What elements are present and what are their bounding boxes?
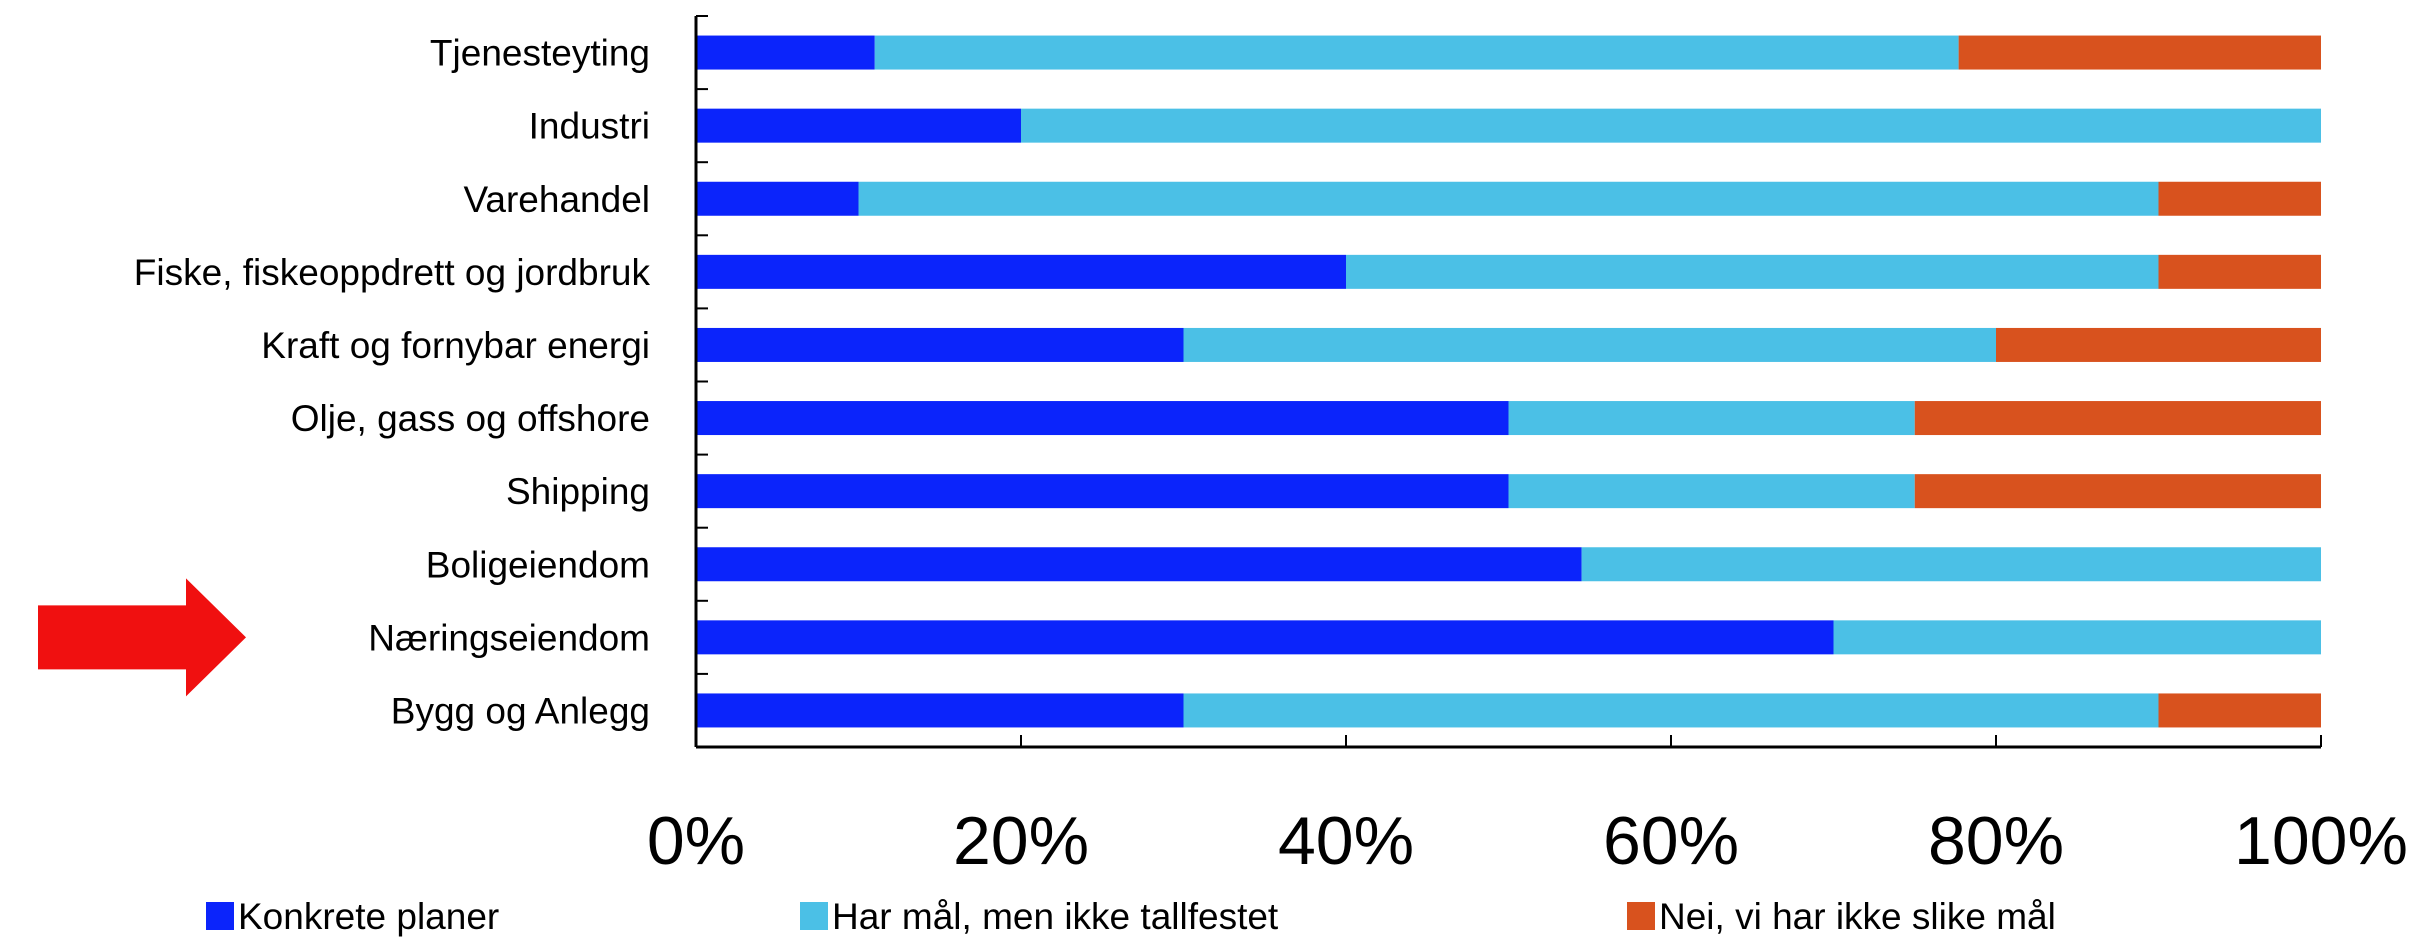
bar-fiske-fiskeoppdrett-og-jordbruk-har-mal-men-ikke-tallfestet: [1346, 254, 2159, 289]
legend-swatch: [800, 902, 828, 930]
x-tick-label: 60%: [1603, 803, 1739, 879]
bar-kraft-og-fornybar-energi-konkrete-planer: [696, 327, 1184, 362]
x-tick-label: 0%: [647, 803, 745, 879]
bar-industri-konkrete-planer: [696, 108, 1021, 143]
bar-bygg-og-anlegg-konkrete-planer: [696, 693, 1184, 728]
bar-shipping-konkrete-planer: [696, 474, 1509, 509]
highlight-arrow-icon: [38, 578, 246, 697]
bar-varehandel-nei-vi-har-ikke-slike-mal: [2158, 181, 2321, 216]
legend-item-har-mal-men-ikke-tallfestet: Har mål, men ikke tallfestet: [800, 896, 1279, 937]
category-label: Boligeiendom: [426, 544, 650, 585]
bar-fiske-fiskeoppdrett-og-jordbruk-nei-vi-har-ikke-slike-mal: [2158, 254, 2321, 289]
legend-label: Konkrete planer: [238, 896, 499, 937]
bar-varehandel-konkrete-planer: [696, 181, 859, 216]
category-label: Varehandel: [463, 179, 650, 220]
bar-varehandel-har-mal-men-ikke-tallfestet: [858, 181, 2159, 216]
bar-kraft-og-fornybar-energi-har-mal-men-ikke-tallfestet: [1183, 327, 1996, 362]
bar-fiske-fiskeoppdrett-og-jordbruk-konkrete-planer: [696, 254, 1346, 289]
legend-swatch: [1627, 902, 1655, 930]
category-label: Industri: [529, 106, 650, 147]
legend-swatch: [206, 902, 234, 930]
axis-layer: [694, 15, 2322, 749]
bar-olje-gass-og-offshore-har-mal-men-ikke-tallfestet: [1508, 401, 1915, 436]
category-label: Olje, gass og offshore: [291, 398, 650, 439]
category-label: Tjenesteyting: [430, 33, 650, 74]
x-tick-label: 20%: [953, 803, 1089, 879]
x-tick-labels: 0% 20% 40% 60% 80% 100%: [647, 803, 2408, 879]
bar-bygg-og-anlegg-nei-vi-har-ikke-slike-mal: [2158, 693, 2321, 728]
category-label: Shipping: [506, 471, 650, 512]
category-labels: Tjenesteyting Industri Varehandel Fiske, fi…: [134, 33, 651, 732]
category-label: Bygg og Anlegg: [391, 690, 650, 731]
bar-olje-gass-og-offshore-konkrete-planer: [696, 401, 1509, 436]
x-tick-label: 100%: [2234, 803, 2408, 879]
bar-naeringseiendom-konkrete-planer: [696, 620, 1834, 655]
bar-shipping-nei-vi-har-ikke-slike-mal: [1914, 474, 2321, 509]
bar-naeringseiendom-har-mal-men-ikke-tallfestet: [1833, 620, 2321, 655]
legend-label: Nei, vi har ikke slike mål: [1659, 896, 2056, 937]
bar-industri-har-mal-men-ikke-tallfestet: [1021, 108, 2321, 143]
legend-item-nei-vi-har-ikke-slike-mal: Nei, vi har ikke slike mål: [1627, 896, 2056, 937]
category-label: Næringseiendom: [368, 617, 650, 658]
legend: Konkrete planer Har mål, men ikke tallfes…: [206, 896, 2056, 937]
bar-boligeiendom-konkrete-planer: [696, 547, 1582, 582]
bar-tjenesteyting-har-mal-men-ikke-tallfestet: [874, 35, 1959, 70]
bar-tjenesteyting-konkrete-planer: [696, 35, 875, 70]
x-tick-label: 80%: [1928, 803, 2064, 879]
x-tick-label: 40%: [1278, 803, 1414, 879]
bar-kraft-og-fornybar-energi-nei-vi-har-ikke-slike-mal: [1996, 327, 2321, 362]
bar-boligeiendom-har-mal-men-ikke-tallfestet: [1581, 547, 2321, 582]
bar-shipping-har-mal-men-ikke-tallfestet: [1508, 474, 1915, 509]
bar-tjenesteyting-nei-vi-har-ikke-slike-mal: [1958, 35, 2321, 70]
category-label: Kraft og fornybar energi: [261, 325, 650, 366]
highlight-layer: [38, 578, 246, 697]
bar-bygg-og-anlegg-har-mal-men-ikke-tallfestet: [1183, 693, 2159, 728]
legend-label: Har mål, men ikke tallfestet: [832, 896, 1279, 937]
legend-item-konkrete-planer: Konkrete planer: [206, 896, 499, 937]
category-label: Fiske, fiskeoppdrett og jordbruk: [134, 252, 651, 293]
bar-olje-gass-og-offshore-nei-vi-har-ikke-slike-mal: [1914, 401, 2321, 436]
bars-layer: [696, 35, 2321, 728]
